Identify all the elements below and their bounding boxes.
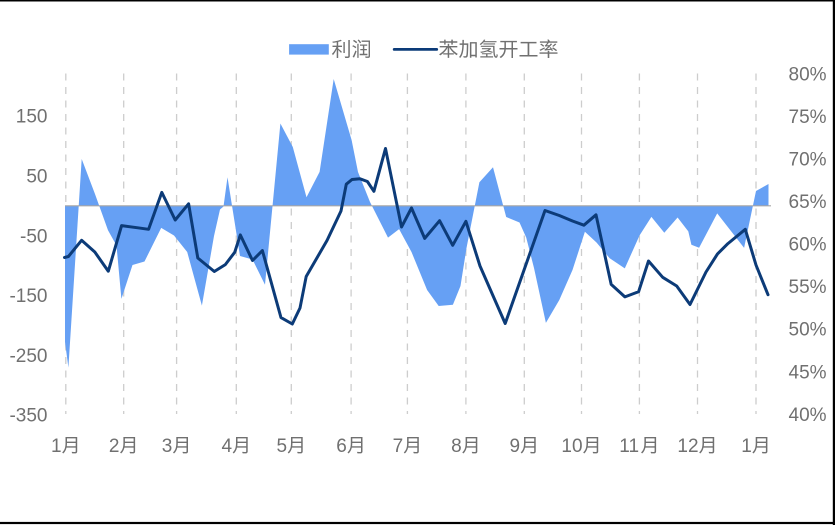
svg-text:9: 9 [510,436,521,457]
svg-text:-250: -250 [9,346,47,367]
svg-text:70%: 70% [789,150,827,171]
svg-text:11: 11 [619,436,639,457]
svg-text:60%: 60% [789,235,827,256]
svg-text:7: 7 [393,436,404,457]
svg-text:150: 150 [16,107,48,128]
svg-text:65%: 65% [789,192,827,213]
svg-text:50: 50 [26,167,47,188]
svg-text:5: 5 [277,436,288,457]
svg-text:12: 12 [677,436,698,457]
svg-text:2: 2 [109,436,120,457]
svg-text:10: 10 [561,436,582,457]
svg-text:55%: 55% [789,277,827,298]
svg-text:6: 6 [336,436,347,457]
svg-text:8: 8 [451,436,462,457]
svg-text:80%: 80% [789,64,827,85]
svg-text:3: 3 [162,436,173,457]
svg-text:-50: -50 [20,226,47,247]
svg-text:40%: 40% [789,405,827,426]
svg-text:-350: -350 [9,406,47,427]
svg-text:1: 1 [741,436,752,457]
svg-text:50%: 50% [789,320,827,341]
svg-text:1: 1 [51,436,62,457]
svg-text:45%: 45% [789,362,827,383]
svg-text:75%: 75% [789,107,827,128]
svg-text:-150: -150 [9,286,47,307]
svg-text:4: 4 [222,436,233,457]
